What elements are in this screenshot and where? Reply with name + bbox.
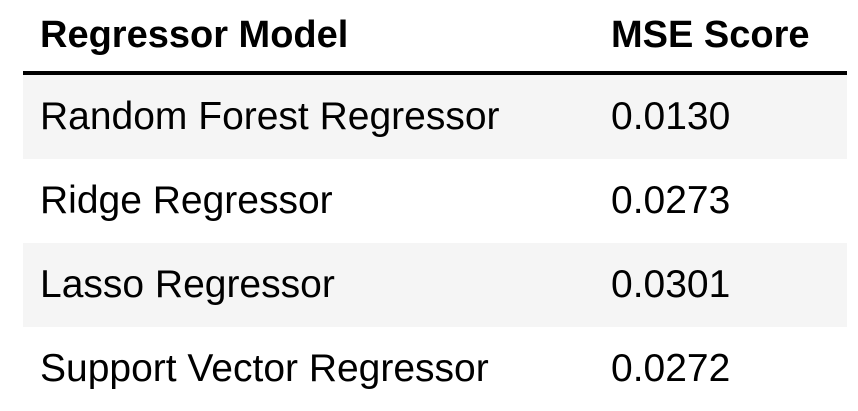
table-row: Support Vector Regressor 0.0272 — [23, 327, 847, 411]
cell-score: 0.0272 — [576, 327, 847, 411]
cell-score: 0.0301 — [576, 243, 847, 327]
header-regressor-model: Regressor Model — [23, 0, 576, 75]
cell-model: Ridge Regressor — [23, 159, 576, 243]
table-body: Random Forest Regressor 0.0130 Ridge Reg… — [23, 73, 847, 411]
header-mse-score: MSE Score — [576, 0, 847, 75]
cell-model: Support Vector Regressor — [23, 327, 576, 411]
table-row: Lasso Regressor 0.0301 — [23, 243, 847, 327]
table-row: Random Forest Regressor 0.0130 — [23, 73, 847, 159]
cell-model: Random Forest Regressor — [23, 73, 576, 159]
results-table: Regressor Model MSE Score Random Forest … — [23, 0, 847, 411]
cell-model: Lasso Regressor — [23, 243, 576, 327]
table-row: Ridge Regressor 0.0273 — [23, 159, 847, 243]
header-row: Regressor Model MSE Score — [23, 0, 847, 75]
cell-score: 0.0130 — [576, 73, 847, 159]
table-header: Regressor Model MSE Score — [23, 0, 847, 75]
cell-score: 0.0273 — [576, 159, 847, 243]
